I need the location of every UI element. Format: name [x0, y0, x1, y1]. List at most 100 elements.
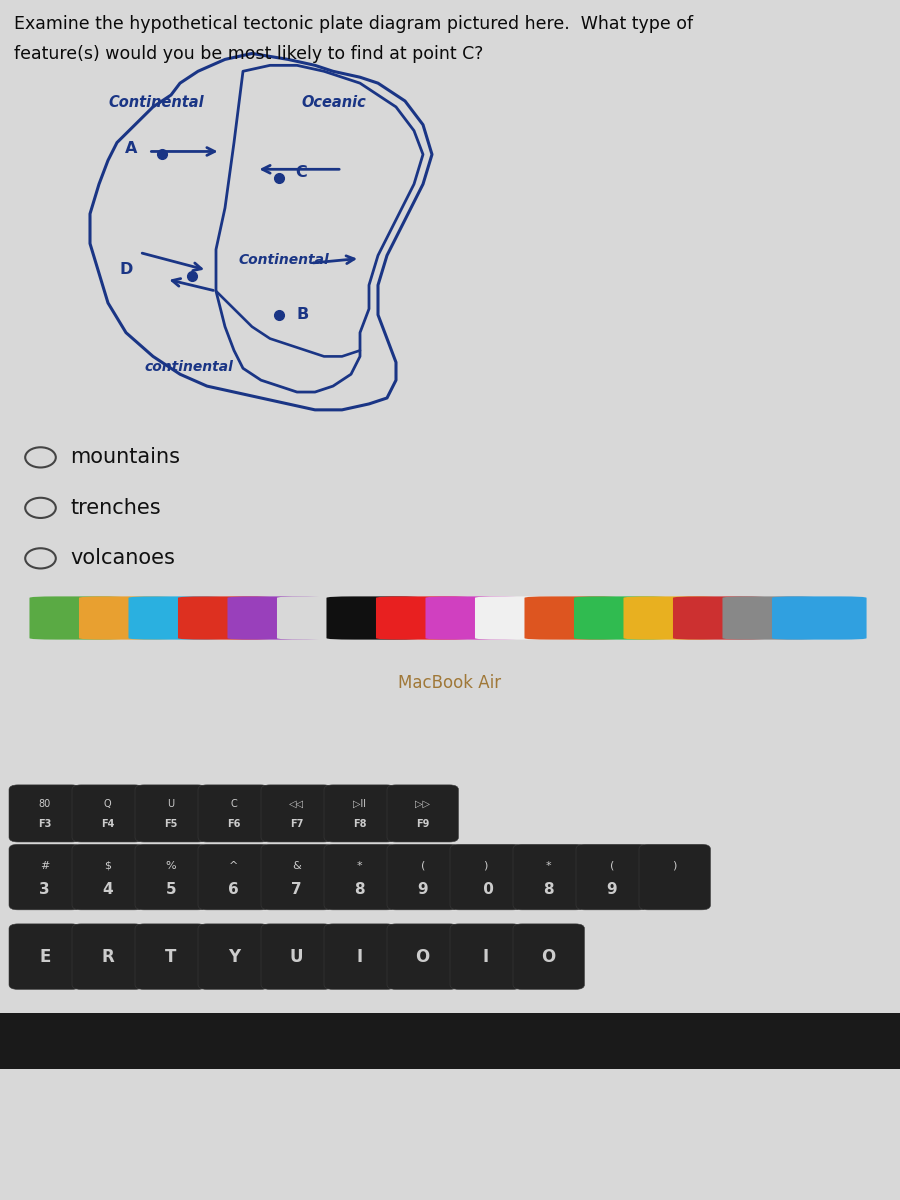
FancyBboxPatch shape — [639, 845, 710, 910]
Text: B: B — [297, 307, 310, 323]
FancyBboxPatch shape — [574, 596, 669, 640]
FancyBboxPatch shape — [324, 845, 395, 910]
Text: 9: 9 — [607, 882, 617, 896]
FancyBboxPatch shape — [178, 596, 273, 640]
Text: feature(s) would you be most likely to find at point C?: feature(s) would you be most likely to f… — [14, 44, 483, 62]
Text: Continental: Continental — [108, 95, 203, 110]
Text: ^: ^ — [229, 860, 238, 871]
Text: ): ) — [672, 860, 677, 871]
Text: %: % — [166, 860, 176, 871]
Text: (: ( — [420, 860, 425, 871]
Text: ◁◁: ◁◁ — [289, 799, 304, 809]
FancyBboxPatch shape — [450, 845, 521, 910]
Text: C: C — [295, 164, 307, 180]
FancyBboxPatch shape — [426, 596, 520, 640]
Text: F8: F8 — [353, 818, 366, 829]
FancyBboxPatch shape — [135, 785, 206, 842]
Text: 3: 3 — [40, 882, 50, 896]
Text: trenches: trenches — [70, 498, 161, 518]
FancyBboxPatch shape — [450, 924, 521, 989]
FancyBboxPatch shape — [576, 845, 647, 910]
FancyBboxPatch shape — [135, 845, 206, 910]
FancyBboxPatch shape — [9, 924, 80, 989]
Text: ▷ll: ▷ll — [353, 799, 366, 809]
Text: (: ( — [609, 860, 614, 871]
FancyBboxPatch shape — [387, 785, 458, 842]
Text: F3: F3 — [38, 818, 51, 829]
Text: 9: 9 — [418, 882, 428, 896]
Text: continental: continental — [144, 360, 233, 374]
Text: ▷▷: ▷▷ — [415, 799, 430, 809]
FancyBboxPatch shape — [9, 845, 80, 910]
FancyBboxPatch shape — [475, 596, 570, 640]
FancyBboxPatch shape — [261, 785, 332, 842]
Bar — [0, 1013, 900, 1069]
FancyBboxPatch shape — [72, 785, 143, 842]
Text: 0: 0 — [478, 882, 494, 896]
Text: A: A — [125, 140, 138, 156]
Text: R: R — [102, 948, 114, 966]
Text: I: I — [482, 948, 489, 966]
FancyBboxPatch shape — [198, 924, 269, 989]
Text: Continental: Continental — [238, 253, 329, 268]
FancyBboxPatch shape — [135, 924, 206, 989]
FancyBboxPatch shape — [277, 596, 372, 640]
FancyBboxPatch shape — [30, 596, 124, 640]
Text: 8: 8 — [544, 882, 554, 896]
FancyBboxPatch shape — [324, 924, 395, 989]
Text: F7: F7 — [290, 818, 303, 829]
FancyBboxPatch shape — [673, 596, 768, 640]
Text: F5: F5 — [164, 818, 177, 829]
Text: 8: 8 — [355, 882, 365, 896]
FancyBboxPatch shape — [772, 596, 867, 640]
Text: 4: 4 — [103, 882, 113, 896]
Text: U: U — [167, 799, 175, 809]
FancyBboxPatch shape — [624, 596, 718, 640]
Text: E: E — [39, 948, 50, 966]
FancyBboxPatch shape — [198, 785, 269, 842]
FancyBboxPatch shape — [129, 596, 223, 640]
Text: volcanoes: volcanoes — [70, 548, 176, 569]
FancyBboxPatch shape — [324, 785, 395, 842]
FancyBboxPatch shape — [9, 785, 80, 842]
Text: O: O — [542, 948, 556, 966]
FancyBboxPatch shape — [228, 596, 322, 640]
FancyBboxPatch shape — [387, 845, 458, 910]
Text: *: * — [357, 860, 363, 871]
FancyBboxPatch shape — [376, 596, 471, 640]
FancyBboxPatch shape — [72, 924, 143, 989]
FancyBboxPatch shape — [72, 845, 143, 910]
FancyBboxPatch shape — [198, 845, 269, 910]
Text: &: & — [292, 860, 302, 871]
Text: 80: 80 — [39, 799, 51, 809]
Text: C: C — [230, 799, 237, 809]
FancyBboxPatch shape — [79, 596, 174, 640]
FancyBboxPatch shape — [261, 845, 332, 910]
Text: #: # — [40, 860, 50, 871]
Text: F6: F6 — [227, 818, 240, 829]
FancyBboxPatch shape — [513, 845, 584, 910]
Text: 6: 6 — [229, 882, 239, 896]
Text: O: O — [416, 948, 430, 966]
FancyBboxPatch shape — [387, 924, 458, 989]
Text: Q: Q — [104, 799, 112, 809]
FancyBboxPatch shape — [261, 924, 332, 989]
Text: Oceanic: Oceanic — [302, 95, 366, 110]
Text: $: $ — [104, 860, 112, 871]
Text: MacBook Air: MacBook Air — [399, 673, 501, 691]
Text: Examine the hypothetical tectonic plate diagram pictured here.  What type of: Examine the hypothetical tectonic plate … — [14, 14, 693, 32]
Text: T: T — [165, 948, 176, 966]
Text: Y: Y — [228, 948, 239, 966]
Text: *: * — [546, 860, 552, 871]
Text: I: I — [356, 948, 363, 966]
Text: F4: F4 — [101, 818, 114, 829]
FancyBboxPatch shape — [327, 596, 421, 640]
Text: 7: 7 — [292, 882, 302, 896]
FancyBboxPatch shape — [723, 596, 817, 640]
Text: 5: 5 — [166, 882, 176, 896]
FancyBboxPatch shape — [513, 924, 584, 989]
Text: mountains: mountains — [70, 448, 180, 467]
Text: F9: F9 — [416, 818, 429, 829]
Text: D: D — [120, 262, 133, 276]
Text: U: U — [290, 948, 303, 966]
